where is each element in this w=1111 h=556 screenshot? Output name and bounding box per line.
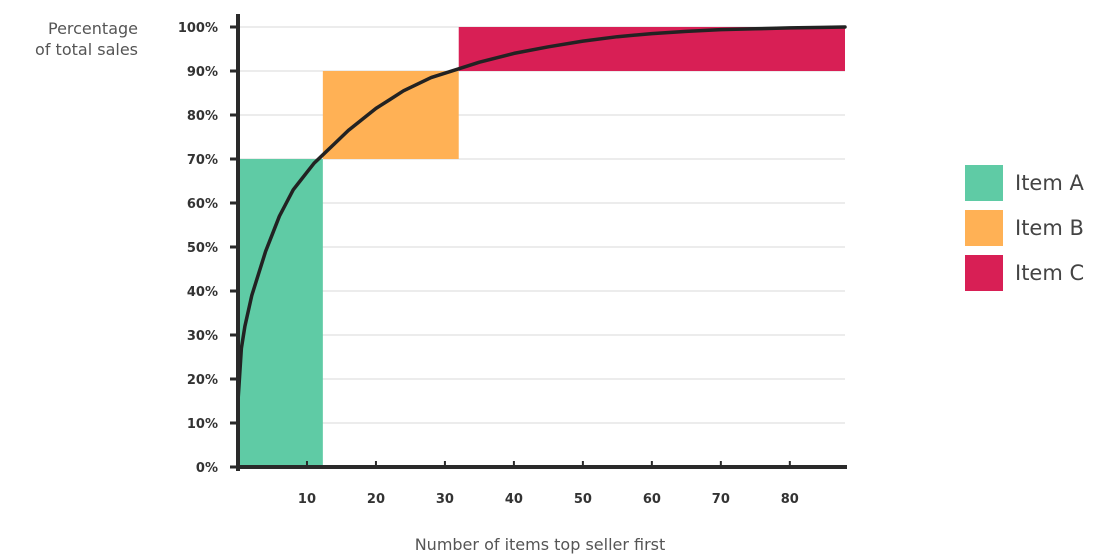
legend-swatch-a [965,164,1003,201]
y-tick-label-40: 40% [187,285,218,300]
y-tick-label-10: 10% [187,417,218,432]
y-axis-title: Percentage of total sales [20,18,138,60]
axes [230,14,847,471]
x-tick-label-30: 30 [436,492,454,507]
y-tick-label-20: 20% [187,373,218,388]
legend-swatch-b [965,209,1003,246]
y-tick-label-0: 0% [196,461,218,476]
y-axis-title-line-1: Percentage [47,19,138,38]
x-tick-label-40: 40 [505,492,523,507]
region-item-b [322,71,459,159]
x-axis-title: Number of items top seller first [414,535,666,554]
legend: Item A Item B Item C [965,160,1084,295]
x-tick-labels: 10 20 30 40 50 60 70 80 [298,492,799,507]
y-axis-title-line-2: of total sales [35,40,138,59]
legend-label-a: Item A [1015,170,1084,195]
x-tick-label-10: 10 [298,492,316,507]
x-tick-label-20: 20 [367,492,385,507]
cumulative-curve-layer [236,25,847,403]
y-tick-label-30: 30% [187,329,218,344]
y-tick-label-70: 70% [187,153,218,168]
y-tick-label-90: 90% [187,65,218,80]
y-tick-label-50: 50% [187,241,218,256]
x-tick-label-60: 60 [643,492,661,507]
y-tick-label-100: 100% [178,21,218,36]
y-tick-label-80: 80% [187,109,218,124]
item-regions [238,27,845,467]
y-tick-labels: 0% 10% 20% 30% 40% 50% 60% 70% 80% 90% 100% [178,21,218,476]
legend-label-c: Item C [1015,260,1085,285]
legend-item-a: Item A [965,160,1084,205]
legend-item-c: Item C [965,250,1084,295]
region-item-a [238,159,323,467]
cumulative-sales-curve [236,25,847,403]
x-tick-label-70: 70 [712,492,730,507]
legend-swatch-c [965,254,1003,291]
legend-label-b: Item B [1015,215,1084,240]
y-tick-label-60: 60% [187,197,218,212]
x-tick-label-50: 50 [574,492,592,507]
x-tick-label-80: 80 [781,492,799,507]
legend-item-b: Item B [965,205,1084,250]
